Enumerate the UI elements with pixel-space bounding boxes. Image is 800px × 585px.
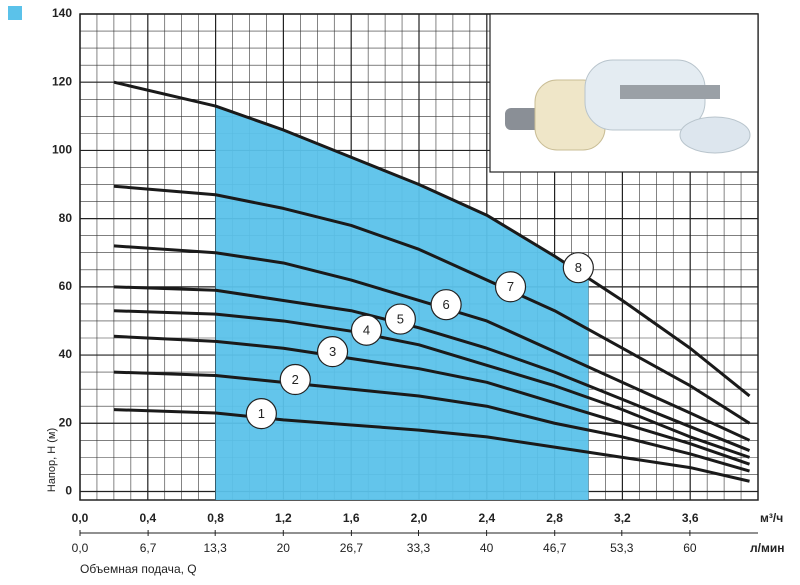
x2-tick-label: 33,3 [407,541,431,555]
x-tick-label: 2,0 [411,511,428,525]
x2-tick-label: 60 [683,541,697,555]
pump-curve [113,184,751,425]
working-area [215,106,589,500]
x-tick-label: 0,0 [72,511,89,525]
x2-tick-label: 20 [277,541,291,555]
pump-curve [113,285,751,452]
curve-label-badge [316,336,349,368]
x-tick-label: 0,8 [207,511,224,525]
x-tick-label: 1,6 [343,511,360,525]
y-tick-label: 120 [52,74,72,88]
working-range [215,106,589,500]
x-tick-label: 3,6 [682,511,699,525]
x2-tick-label: 46,7 [543,541,567,555]
curve-label-badge [494,271,527,303]
x-unit: м³/ч [760,511,783,525]
x2-unit: л/мин [750,541,784,555]
x2-tick-label: 0,0 [72,541,89,555]
curve-label-badge [430,289,462,321]
x-axis-title: Объемная подача, Q [80,562,197,576]
curve-labels: 1 2 3 4 5 6 7 8 [245,252,594,430]
y-tick-label: 100 [52,143,72,157]
curve-label-badge [279,363,311,396]
y-tick-label: 20 [59,415,73,429]
curve-label-badge [245,398,277,430]
x-tick-label: 3,2 [614,511,631,525]
curve-label: 2 [292,372,299,387]
y-tick-label: 0 [65,484,72,498]
curve-label: 5 [397,312,404,327]
curve-label-badge [384,303,416,335]
curve-label: 4 [363,323,370,338]
x2-tick-label: 26,7 [340,541,364,555]
legend-swatch [8,6,22,20]
y-tick-label: 40 [59,347,73,361]
curve-label: 8 [575,260,582,275]
x2-tick-label: 13,3 [204,541,228,555]
x2-tick-label: 40 [480,541,494,555]
pump-curve [113,309,751,459]
curve-label: 6 [443,297,450,312]
x2-tick-label: 6,7 [140,541,157,555]
curve-label: 7 [507,279,514,294]
curve-label: 1 [258,406,265,421]
curve-label-badge [562,252,594,284]
y-axis-title: Напор, Н (м) [46,428,58,492]
pump-curve [113,334,751,466]
x-tick-label: 1,2 [275,511,292,525]
curve-label-badge [350,314,383,346]
x2-tick-label: 53,3 [610,541,634,555]
y-tick-label: 140 [52,6,72,20]
y-tick-label: 80 [59,211,73,225]
pump-curve [113,80,751,398]
x-tick-label: 2,8 [546,511,563,525]
pump-photo [489,13,759,173]
x-tick-label: 0,4 [139,511,156,525]
pump-curve [113,370,750,473]
x-tick-label: 2,4 [478,511,495,525]
curve-label: 3 [329,344,336,359]
y-tick-label: 60 [59,279,73,293]
